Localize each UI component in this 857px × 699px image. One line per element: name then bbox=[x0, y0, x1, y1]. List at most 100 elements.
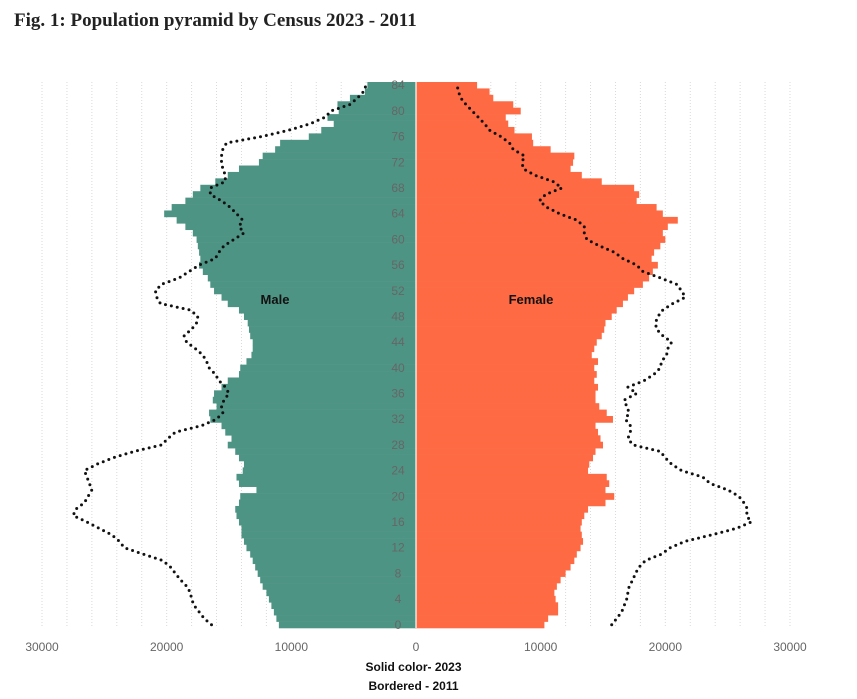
age-tick-label: 76 bbox=[391, 130, 405, 144]
male-bar bbox=[200, 255, 416, 263]
male-bar bbox=[252, 345, 416, 353]
x-tick-label: 30000 bbox=[25, 640, 59, 654]
male-bar bbox=[238, 371, 416, 378]
age-tick-label: 0 bbox=[395, 618, 402, 632]
female-bar bbox=[416, 293, 628, 301]
age-tick-label: 24 bbox=[391, 464, 405, 478]
age-tick-label: 60 bbox=[391, 232, 405, 246]
male-bar bbox=[164, 210, 416, 218]
male-bar bbox=[214, 287, 416, 295]
female-bar bbox=[416, 441, 603, 449]
x-tick-label: 20000 bbox=[150, 640, 184, 654]
female-label: Female bbox=[509, 292, 554, 307]
male-bar bbox=[248, 326, 416, 333]
female-bar bbox=[416, 563, 571, 571]
female-bar bbox=[416, 242, 661, 250]
female-bar bbox=[416, 454, 594, 462]
female-bar bbox=[416, 274, 650, 282]
male-bar bbox=[199, 249, 416, 256]
legend-solid-note: Solid color- 2023 bbox=[365, 660, 462, 674]
male-bar bbox=[243, 313, 416, 320]
female-bar bbox=[416, 390, 596, 398]
male-bar bbox=[238, 454, 416, 462]
male-bar bbox=[192, 229, 416, 237]
age-tick-label: 56 bbox=[391, 258, 405, 272]
female-bar bbox=[416, 229, 663, 237]
male-bar bbox=[171, 204, 416, 211]
age-tick-label: 72 bbox=[391, 155, 405, 169]
female-bar bbox=[416, 595, 556, 603]
female-bar bbox=[416, 159, 574, 166]
female-bar bbox=[416, 570, 566, 577]
male-bar bbox=[258, 159, 416, 166]
male-bar bbox=[262, 583, 416, 590]
male-bar bbox=[266, 589, 416, 597]
age-tick-label: 12 bbox=[391, 541, 405, 555]
male-bar bbox=[251, 351, 416, 359]
female-bar bbox=[416, 621, 545, 629]
female-bar bbox=[416, 319, 606, 327]
age-tick-label: 16 bbox=[391, 515, 405, 529]
female-bar bbox=[416, 88, 490, 96]
age-tick-label: 20 bbox=[391, 489, 405, 503]
male-bar bbox=[238, 499, 416, 507]
female-bar bbox=[416, 518, 582, 526]
male-bar bbox=[207, 274, 416, 282]
male-bar bbox=[240, 364, 416, 372]
female-bar bbox=[416, 505, 589, 513]
age-tick-label: 40 bbox=[391, 361, 405, 375]
male-bar bbox=[327, 114, 416, 121]
bars-2023 bbox=[164, 82, 678, 629]
female-bar bbox=[416, 165, 571, 173]
female-bar bbox=[416, 435, 601, 443]
female-bar bbox=[416, 236, 666, 243]
male-bar bbox=[192, 191, 416, 198]
male-bar bbox=[241, 531, 416, 539]
age-tick-label: 84 bbox=[391, 78, 405, 92]
male-bar bbox=[215, 178, 416, 186]
female-bar bbox=[416, 287, 635, 295]
legend-bordered-note: Bordered - 2011 bbox=[368, 679, 459, 693]
female-bar bbox=[416, 197, 637, 205]
male-bar bbox=[209, 409, 416, 417]
male-bar bbox=[225, 428, 416, 436]
female-bar bbox=[416, 326, 605, 333]
female-bar bbox=[416, 114, 506, 121]
female-bar bbox=[416, 416, 613, 423]
female-bar bbox=[416, 126, 515, 134]
female-bar bbox=[416, 460, 590, 468]
female-bar bbox=[416, 178, 602, 186]
male-bar bbox=[221, 383, 416, 391]
male-bar bbox=[278, 621, 416, 629]
male-bar bbox=[221, 422, 416, 430]
female-bar bbox=[416, 191, 640, 198]
female-bar bbox=[416, 467, 589, 475]
age-tick-label: 36 bbox=[391, 387, 405, 401]
female-bar bbox=[416, 409, 607, 417]
male-bar bbox=[210, 416, 416, 423]
female-bar bbox=[416, 493, 615, 500]
female-bar bbox=[416, 133, 532, 141]
male-bar bbox=[252, 338, 416, 346]
age-tick-label: 52 bbox=[391, 284, 405, 298]
female-bar bbox=[416, 583, 557, 590]
female-bar bbox=[416, 358, 599, 365]
male-bar bbox=[276, 615, 416, 622]
male-bar bbox=[364, 88, 416, 96]
male-bar bbox=[241, 525, 416, 532]
male-bar bbox=[338, 107, 416, 115]
age-tick-label: 48 bbox=[391, 309, 405, 323]
male-bar bbox=[273, 608, 416, 616]
age-tick-label: 44 bbox=[391, 335, 405, 349]
male-bar bbox=[227, 300, 416, 308]
female-bar bbox=[416, 249, 655, 256]
female-bar bbox=[416, 146, 551, 153]
female-bar bbox=[416, 223, 668, 231]
male-bar bbox=[246, 544, 416, 552]
female-bar bbox=[416, 107, 521, 115]
female-bar bbox=[416, 371, 597, 378]
male-bar bbox=[333, 120, 416, 128]
age-tick-label: 68 bbox=[391, 181, 405, 195]
male-bar bbox=[238, 480, 416, 487]
